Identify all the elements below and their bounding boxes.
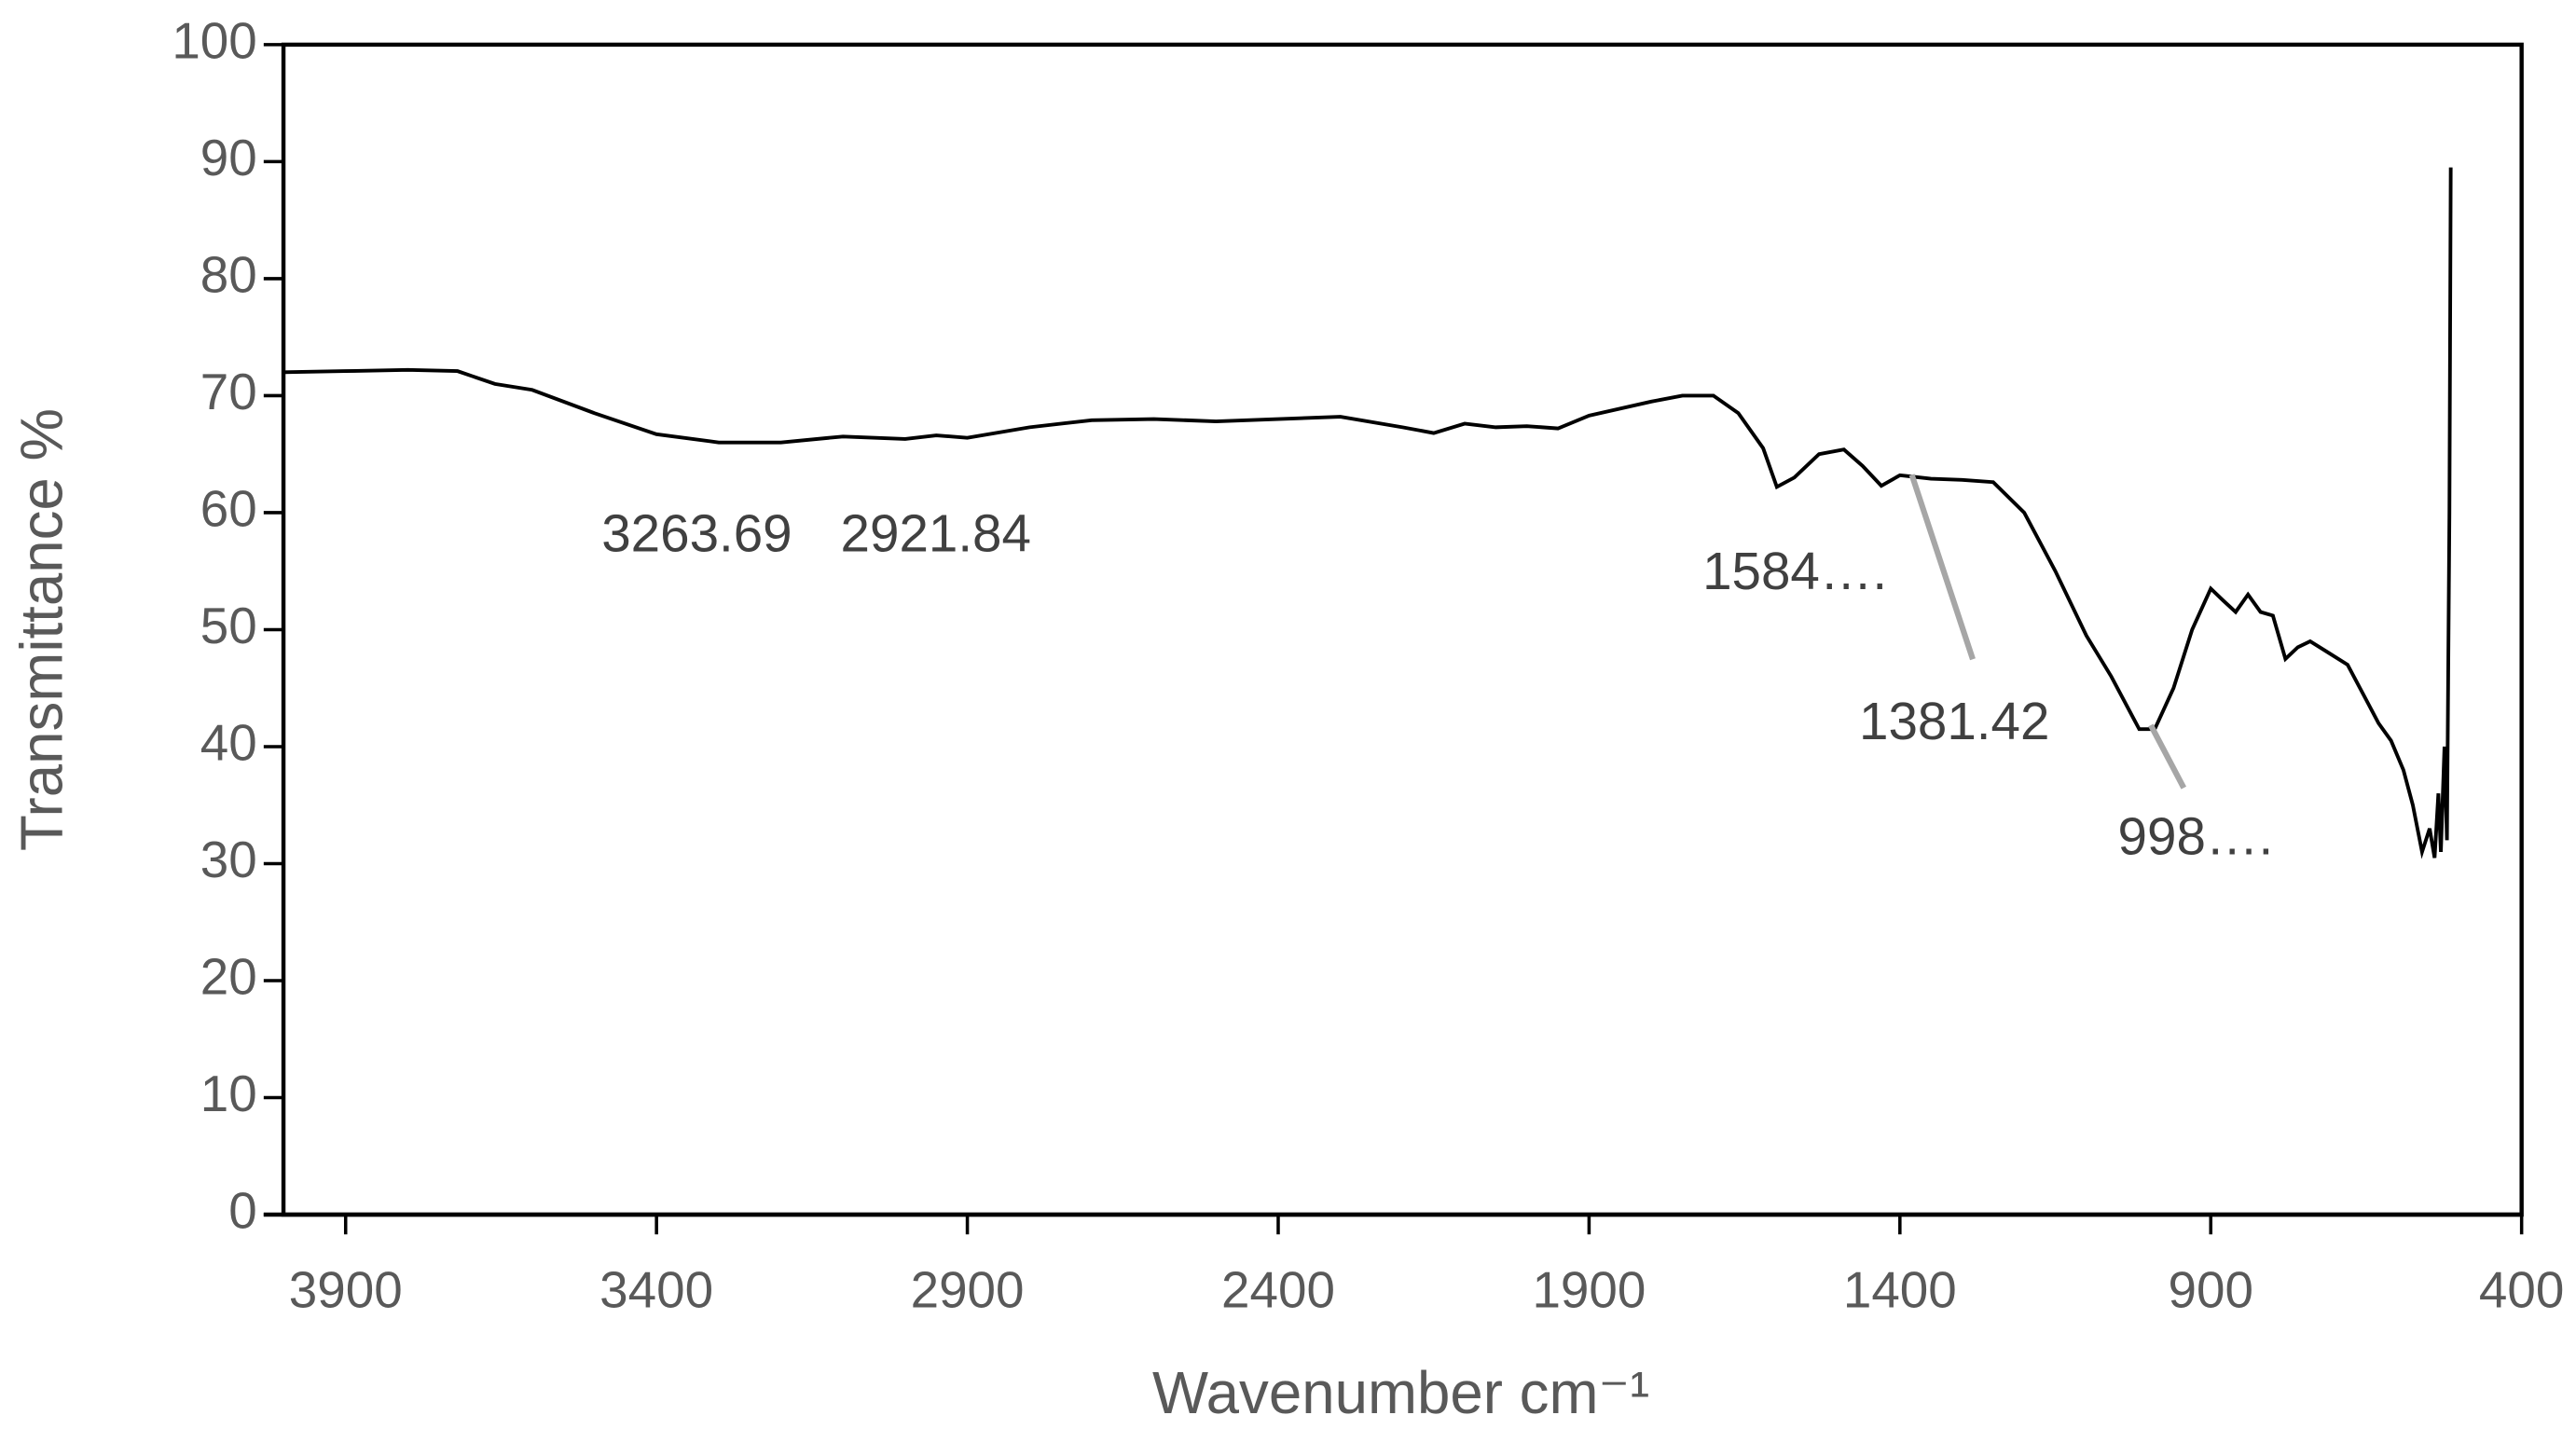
y-tick-label: 80 (200, 245, 257, 303)
y-tick-label: 90 (200, 129, 257, 186)
peak-label: 1584…. (1702, 542, 1887, 600)
x-tick-label: 2900 (911, 1260, 1025, 1318)
x-tick-label: 400 (2479, 1260, 2564, 1318)
y-tick-label: 70 (200, 363, 257, 420)
y-tick-label: 40 (200, 713, 257, 771)
x-tick-label: 3400 (599, 1260, 713, 1318)
plot-frame (281, 42, 2524, 1217)
peak-label: 1381.42 (1859, 692, 2049, 750)
x-tick-label: 900 (2169, 1260, 2253, 1318)
y-tick-label: 30 (200, 831, 257, 888)
leader-line (2148, 723, 2187, 790)
peak-label: 998…. (2118, 807, 2274, 866)
y-tick-label: 100 (172, 11, 256, 69)
y-axis-title: Transmittance % (8, 408, 75, 851)
y-tick-label: 60 (200, 479, 257, 537)
y-tick-label: 10 (200, 1065, 257, 1122)
x-axis-title: Wavenumber cm⁻¹ (1152, 1360, 1649, 1426)
leader-line (1908, 474, 1976, 661)
y-tick-label: 0 (228, 1181, 256, 1239)
y-tick-label: 50 (200, 597, 257, 654)
x-tick-label: 2400 (1221, 1260, 1335, 1318)
x-tick-label: 1900 (1532, 1260, 1646, 1318)
x-tick-label: 3900 (289, 1260, 403, 1318)
spectrum-line (283, 167, 2453, 859)
peak-label: 3263.69 (601, 503, 792, 562)
y-tick-label: 20 (200, 947, 257, 1005)
peak-label: 2921.84 (841, 503, 1031, 562)
x-tick-label: 1400 (1843, 1260, 1957, 1318)
